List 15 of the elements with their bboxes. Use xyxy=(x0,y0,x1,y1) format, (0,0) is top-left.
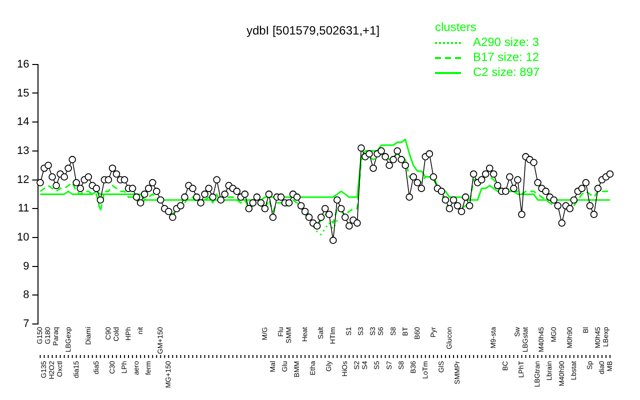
legend-label: B17 size: 12 xyxy=(473,50,540,65)
y-tick-label: 11 xyxy=(18,202,30,215)
y-tick-label: 16 xyxy=(16,58,30,70)
y-tick-label: 13 xyxy=(16,144,30,157)
y-tick-label: 14 xyxy=(16,116,30,128)
y-tick-label: 9 xyxy=(23,260,30,272)
y-tick-label: 8 xyxy=(23,289,30,302)
y-tick-label: 15 xyxy=(16,87,30,100)
y-tick-label: 12 xyxy=(16,174,30,186)
y-tick-label: 10 xyxy=(16,232,30,244)
y-tick-label: 7 xyxy=(23,318,30,330)
legend-label: C2 size: 897 xyxy=(473,65,540,80)
chart-title: ydbI [501579,502631,+1] xyxy=(246,24,380,38)
legend-label: A290 size: 3 xyxy=(473,35,540,50)
legend-title: clusters xyxy=(435,20,478,35)
